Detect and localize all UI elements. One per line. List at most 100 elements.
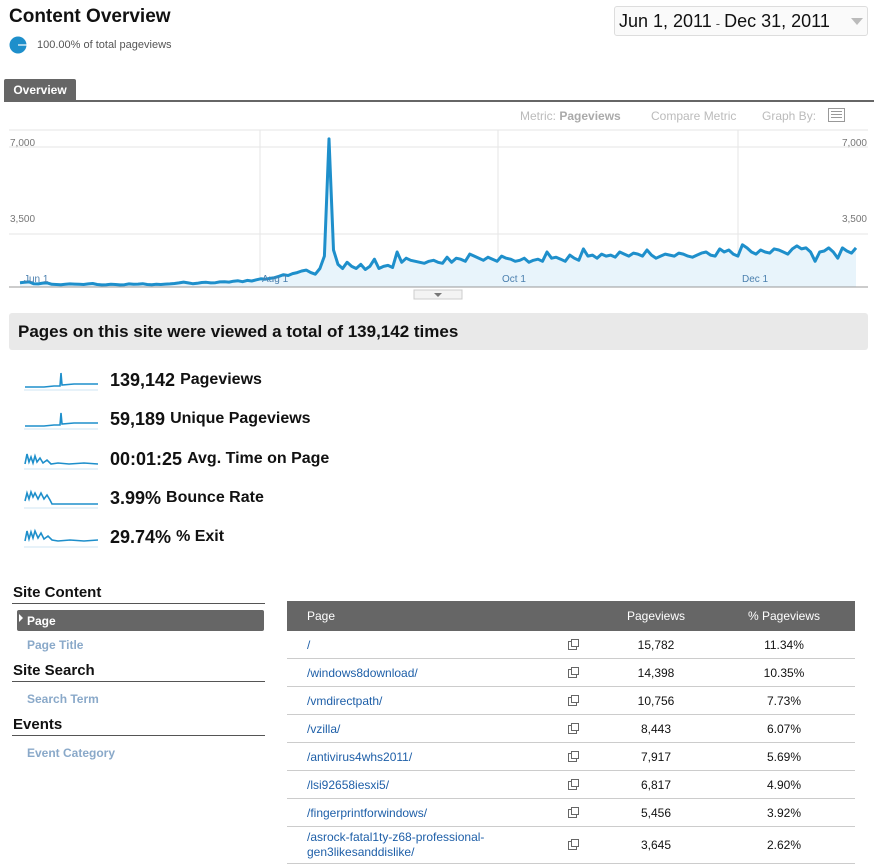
date-end: Dec 31, 2011 <box>724 10 830 31</box>
pageviews-cell: 8,443 <box>599 714 713 743</box>
page-link[interactable]: /antivirus4whs2011/ <box>287 742 567 771</box>
open-page-icon[interactable] <box>568 694 579 706</box>
page-link[interactable]: / <box>287 631 567 659</box>
top-pages-table: Page Pageviews % Pageviews / 15,782 11.3… <box>287 601 855 864</box>
column-header-page[interactable]: Page <box>287 601 599 631</box>
sparkline-icon <box>24 412 98 430</box>
table-row: / 15,782 11.34% <box>287 631 855 659</box>
column-header-pageviews[interactable]: Pageviews <box>599 601 713 631</box>
y-tick-label-right: 7,000 <box>842 138 867 149</box>
sidebar-rule <box>12 735 265 736</box>
sidebar-item-event-category[interactable]: Event Category <box>27 746 116 760</box>
chevron-down-icon[interactable] <box>851 18 863 25</box>
tab-overview[interactable]: Overview <box>4 79 76 100</box>
page-link[interactable]: /vmdirectpath/ <box>287 686 567 715</box>
page-link-line-1: /asrock-fatal1ty-z68-professional- <box>307 830 485 844</box>
table-row: /vzilla/ 8,443 6.07% <box>287 714 855 743</box>
open-page-icon[interactable] <box>568 750 579 762</box>
open-page-icon[interactable] <box>568 666 579 678</box>
pageviews-cell: 5,456 <box>599 798 713 827</box>
metric-prefix: Metric: <box>520 109 556 123</box>
page-link[interactable]: /lsi92658iesxi5/ <box>287 770 567 799</box>
series-area <box>20 138 856 287</box>
metric-row: 29.74%% Exit <box>24 525 224 549</box>
compare-metric-button[interactable]: Compare Metric <box>651 109 737 123</box>
metric-row: 3.99% Bounce Rate <box>24 486 264 510</box>
open-page-icon[interactable] <box>568 839 579 850</box>
open-page-icon[interactable] <box>568 722 579 734</box>
y-tick-label-left: 3,500 <box>10 214 35 225</box>
page-link[interactable]: /fingerprintforwindows/ <box>287 798 567 827</box>
pct-cell: 3.92% <box>713 798 855 827</box>
sidebar-rule <box>12 681 265 682</box>
pct-cell: 10.35% <box>713 658 855 687</box>
page-link[interactable]: /vzilla/ <box>287 714 567 743</box>
page-link[interactable]: /asrock-fatal1ty-z68-professional- gen3l… <box>287 826 567 864</box>
x-tick-label: Dec 1 <box>742 274 769 285</box>
metric-value: 139,142 <box>110 369 176 390</box>
metric-label: % Exit <box>176 528 225 545</box>
table-row: /antivirus4whs2011/ 7,917 5.69% <box>287 742 855 771</box>
table-row: /asrock-fatal1ty-z68-professional- gen3l… <box>287 826 855 864</box>
table-row: /windows8download/ 14,398 10.35% <box>287 658 855 687</box>
sidebar-item-page[interactable]: Page <box>17 610 264 631</box>
pageviews-cell: 7,917 <box>599 742 713 771</box>
y-tick-label-right: 3,500 <box>842 214 867 225</box>
selected-marker-icon <box>19 614 23 622</box>
metric-row: 00:01:25 Avg. Time on Page <box>24 447 329 471</box>
pct-cell: 11.34% <box>713 631 855 659</box>
pct-cell: 2.62% <box>713 826 855 864</box>
column-header-pct-pageviews[interactable]: % Pageviews <box>713 601 855 631</box>
sidebar-heading-events: Events <box>13 716 63 733</box>
graph-by-icon[interactable] <box>828 108 845 122</box>
date-range-picker[interactable]: Jun 1, 2011 - Dec 31, 2011 <box>614 6 868 36</box>
pageviews-cell: 14,398 <box>599 658 713 687</box>
sidebar-heading-site-content: Site Content <box>13 584 102 601</box>
sidebar-item-page-label: Page <box>27 613 56 628</box>
open-page-icon[interactable] <box>568 638 579 650</box>
metric-value: 00:01:25 <box>110 448 183 469</box>
metric-label: Avg. Time on Page <box>187 450 330 467</box>
table-row: /lsi92658iesxi5/ 6,817 4.90% <box>287 770 855 799</box>
sparkline-icon <box>24 453 98 470</box>
pageviews-cell: 10,756 <box>599 686 713 715</box>
x-tick-label: Jun 1 <box>24 274 49 285</box>
open-page-icon[interactable] <box>568 806 579 818</box>
metric-value: 29.74% <box>110 526 172 547</box>
sidebar-item-page-title[interactable]: Page Title <box>27 638 84 652</box>
metric-label: Unique Pageviews <box>170 410 311 427</box>
sidebar-rule <box>12 603 265 604</box>
metric-row: 59,189 Unique Pageviews <box>24 407 311 431</box>
metric-label: Bounce Rate <box>166 489 264 506</box>
date-separator: - <box>715 15 721 31</box>
total-share-text: 100.00% of total pageviews <box>37 39 172 51</box>
metric-selector[interactable]: Metric: Pageviews <box>520 109 621 123</box>
pageviews-cell: 6,817 <box>599 770 713 799</box>
metric-row: 139,142 Pageviews <box>24 368 262 392</box>
sidebar-heading-site-search: Site Search <box>13 662 95 679</box>
table-row: /fingerprintforwindows/ 5,456 3.92% <box>287 798 855 827</box>
pie-chart-icon <box>9 36 27 54</box>
chevron-down-icon <box>434 293 442 297</box>
page-title: Content Overview <box>9 6 171 27</box>
metric-value: Pageviews <box>559 109 621 123</box>
page-link-line-2: gen3likesanddislike/ <box>307 845 415 859</box>
metric-value: 59,189 <box>110 408 166 429</box>
pct-cell: 4.90% <box>713 770 855 799</box>
pct-cell: 6.07% <box>713 714 855 743</box>
pct-cell: 7.73% <box>713 686 855 715</box>
open-page-icon[interactable] <box>568 778 579 790</box>
page-link[interactable]: /windows8download/ <box>287 658 567 687</box>
sidebar-item-search-term[interactable]: Search Term <box>27 692 99 706</box>
table-header-row: Page Pageviews % Pageviews <box>287 601 855 631</box>
metric-value: 3.99% <box>110 487 162 508</box>
x-tick-label: Aug 1 <box>262 274 289 285</box>
pageviews-cell: 3,645 <box>599 826 713 864</box>
y-tick-label-left: 7,000 <box>10 138 35 149</box>
sparkline-icon <box>24 528 98 548</box>
pageviews-cell: 15,782 <box>599 631 713 659</box>
summary-banner: Pages on this site were viewed a total o… <box>9 313 868 350</box>
table-row: /vmdirectpath/ 10,756 7.73% <box>287 686 855 715</box>
sparkline-icon <box>24 372 98 391</box>
sparkline-icon <box>24 489 98 509</box>
